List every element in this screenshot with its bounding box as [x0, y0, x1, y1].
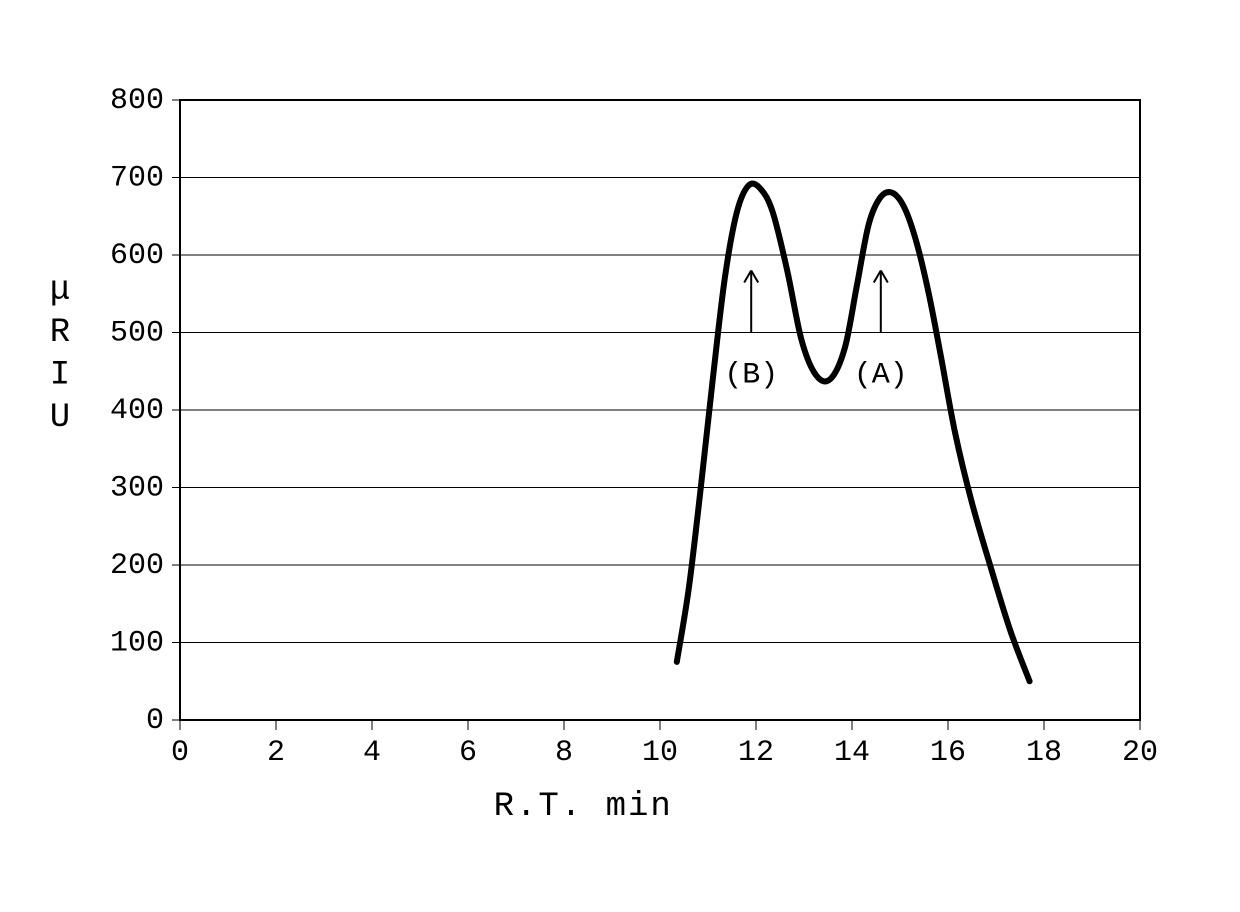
y-axis-title-glyph: μ — [50, 271, 70, 309]
y-tick-label: 500 — [110, 316, 164, 350]
x-tick-label: 0 — [171, 736, 189, 770]
y-axis-title-glyph: R — [50, 314, 70, 352]
y-tick-label: 700 — [110, 161, 164, 195]
x-tick-label: 8 — [555, 736, 573, 770]
y-tick-label: 300 — [110, 471, 164, 505]
x-tick-label: 10 — [642, 736, 678, 770]
y-tick-label: 200 — [110, 549, 164, 583]
annotation-label: (B) — [724, 359, 778, 393]
y-tick-label: 800 — [110, 84, 164, 118]
x-tick-label: 20 — [1122, 736, 1158, 770]
y-tick-label: 0 — [146, 704, 164, 738]
x-axis-title: R.T. min — [494, 788, 673, 826]
chart-bg — [0, 0, 1240, 912]
x-tick-label: 12 — [738, 736, 774, 770]
chart-container: 0 100 200 300 400 500 600 700 800 0 2 4 6 8 10 12 14 16 18… — [0, 0, 1240, 912]
y-axis-title-glyph: I — [50, 356, 70, 394]
y-tick-label: 600 — [110, 239, 164, 273]
annotation-label: (A) — [854, 359, 908, 393]
x-tick-label: 4 — [363, 736, 381, 770]
x-tick-label: 16 — [930, 736, 966, 770]
y-tick-label: 400 — [110, 394, 164, 428]
x-tick-label: 2 — [267, 736, 285, 770]
x-tick-label: 14 — [834, 736, 870, 770]
y-tick-label: 100 — [110, 626, 164, 660]
x-tick-label: 6 — [459, 736, 477, 770]
y-axis-title-glyph: U — [50, 399, 70, 437]
chromatogram-chart: 0 100 200 300 400 500 600 700 800 0 2 4 6 8 10 12 14 16 18… — [0, 0, 1240, 912]
x-tick-label: 18 — [1026, 736, 1062, 770]
